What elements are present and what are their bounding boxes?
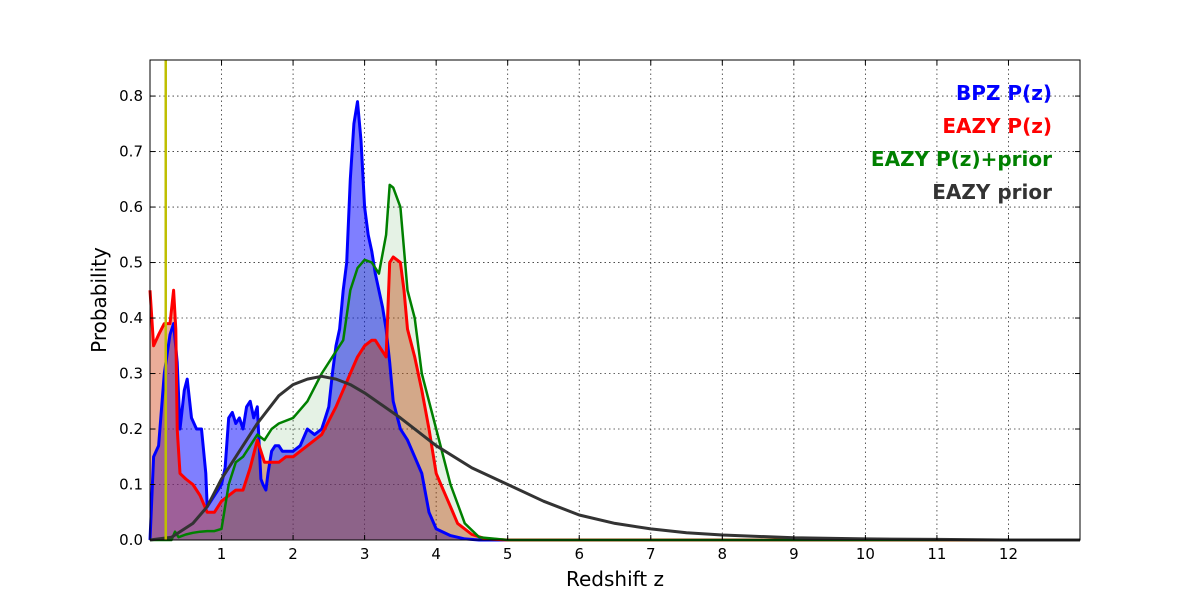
- series-fills: [150, 101, 1080, 540]
- x-tick-label: 11: [927, 545, 946, 563]
- series-fill-bpz-p-z: [150, 101, 1080, 540]
- y-tick-label: 0.0: [119, 531, 143, 549]
- grid: [150, 60, 1080, 541]
- x-tick-label: 7: [646, 545, 656, 563]
- x-tick-label: 6: [574, 545, 584, 563]
- y-tick-label: 0.8: [119, 87, 143, 105]
- plot-frame: [149, 59, 1081, 541]
- x-tick-label: 12: [999, 545, 1018, 563]
- x-tick-label: 10: [856, 545, 875, 563]
- x-tick-label: 9: [789, 545, 799, 563]
- y-tick-label: 0.6: [119, 198, 143, 216]
- legend-entry: EAZY P(z)+prior: [871, 147, 1052, 171]
- legend-entry: EAZY prior: [932, 180, 1052, 204]
- x-axis-label: Redshift z: [566, 567, 664, 591]
- y-tick-label: 0.1: [119, 476, 143, 494]
- y-tick-label: 0.5: [119, 254, 143, 272]
- series-line-eazy-p-z: [148, 255, 1080, 542]
- series-fill-eazy-p-z-prior: [150, 184, 1080, 540]
- x-tick-label: 1: [217, 545, 227, 563]
- y-tick-label: 0.7: [119, 143, 143, 161]
- series-line-eazy-p-z-prior: [150, 183, 1080, 542]
- series-line-eazy-prior: [149, 374, 1080, 542]
- legend-entry: BPZ P(z): [956, 81, 1052, 105]
- legend-entry: EAZY P(z): [942, 114, 1052, 138]
- x-tick-label: 2: [288, 545, 298, 563]
- series-lines: [148, 100, 1080, 542]
- y-tick-label: 0.2: [119, 420, 143, 438]
- series-line-bpz-p-z: [148, 100, 1080, 542]
- x-tick-label: 5: [503, 545, 513, 563]
- x-tick-label: 4: [431, 545, 441, 563]
- legend: BPZ P(z) EAZY P(z) EAZY P(z)+prior EAZY pri…: [871, 81, 1052, 204]
- series-fill-eazy-p-z: [150, 257, 1080, 540]
- x-tick-label: 8: [718, 545, 728, 563]
- x-tick-label: 3: [360, 545, 370, 563]
- y-tick-label: 0.4: [119, 309, 143, 327]
- axis-ticks: 1 2 3 4 5 6 7 8 9 10 11 120.00.10.20.30.40.50.60.70…: [119, 60, 1080, 563]
- y-tick-label: 0.3: [119, 365, 143, 383]
- y-axis-label: Probability: [87, 247, 111, 353]
